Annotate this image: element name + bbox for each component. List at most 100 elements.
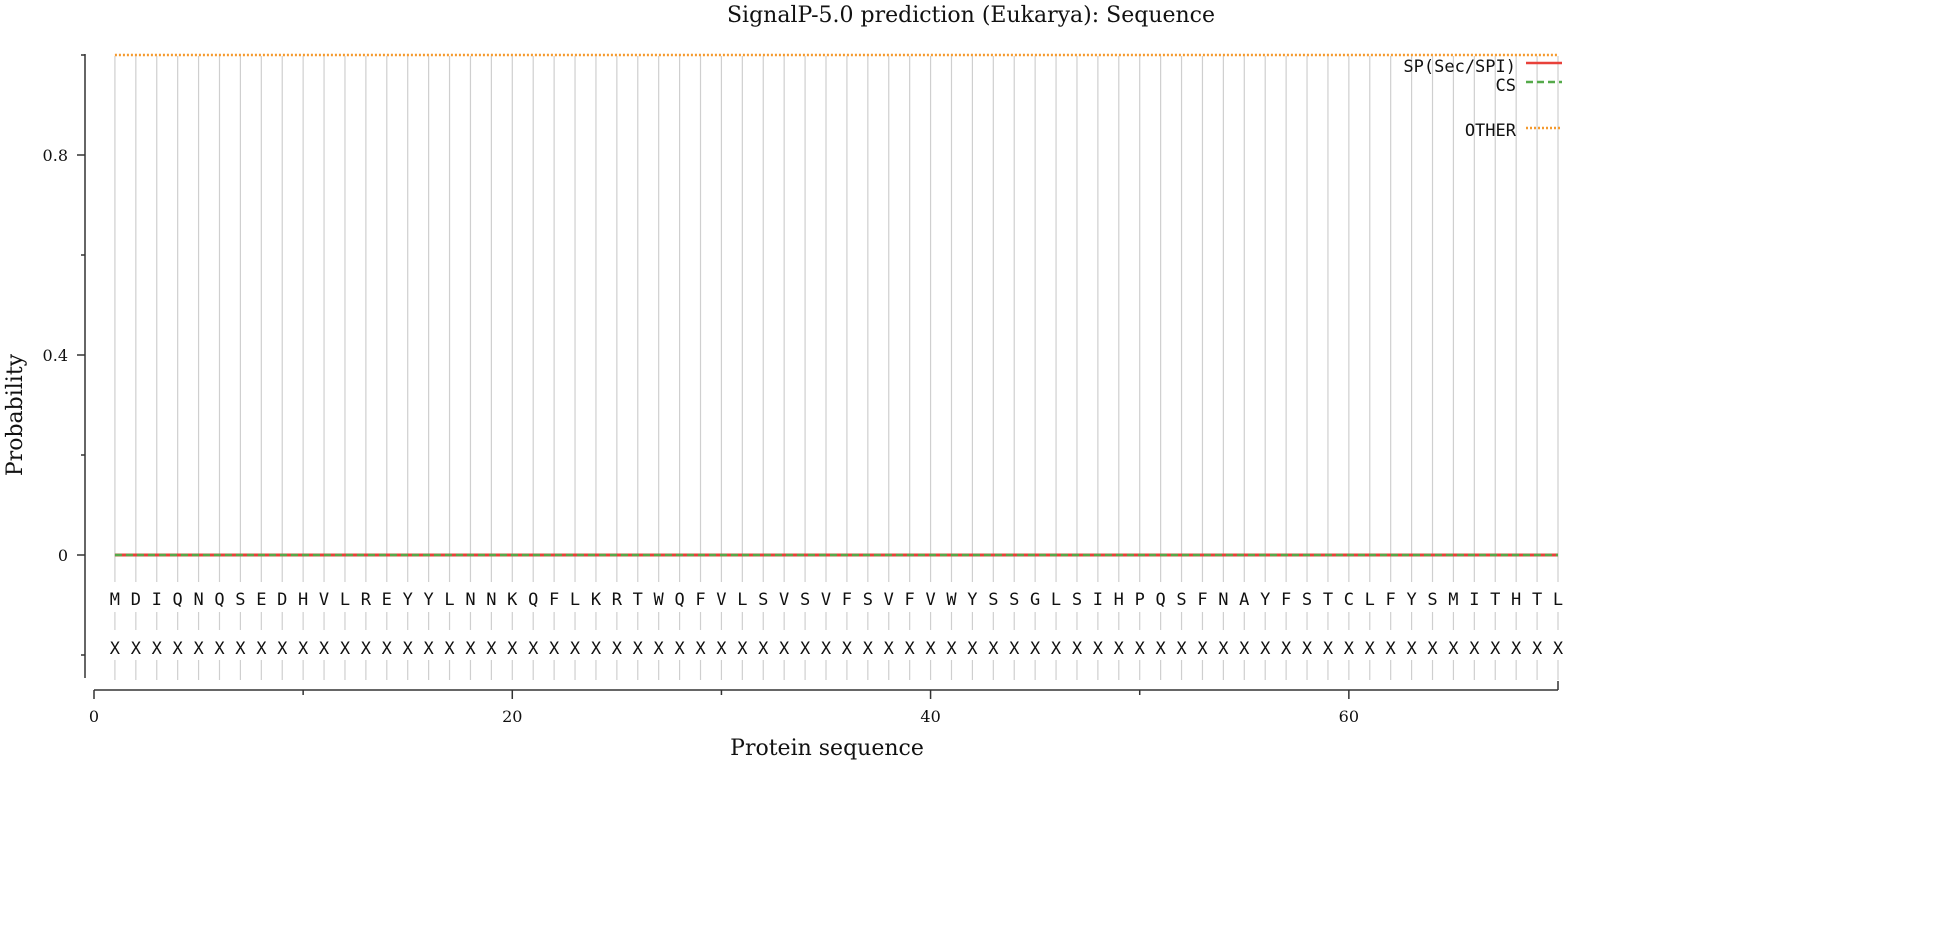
residue-49: H: [1114, 590, 1124, 610]
legend: SP(Sec/SPI) CS OTHER: [1403, 57, 1562, 141]
residue-63: Y: [1406, 590, 1416, 610]
residue-27: W: [654, 590, 665, 610]
annotation-26: X: [633, 639, 644, 659]
residue-37: S: [863, 590, 873, 610]
annotation-8: X: [256, 639, 267, 659]
residue-22: F: [549, 590, 559, 610]
residue-19: N: [486, 590, 496, 610]
residue-5: N: [193, 590, 203, 610]
annotation-61: X: [1365, 639, 1376, 659]
annotation-56: X: [1260, 639, 1271, 659]
residue-3: I: [152, 590, 162, 610]
annotation-28: X: [674, 639, 685, 659]
x-tick-label-20: 20: [502, 707, 522, 726]
annotation-70: X: [1553, 639, 1564, 659]
residue-39: F: [905, 590, 915, 610]
residue-65: M: [1448, 590, 1458, 610]
axes: 0 0.4 0.8 0 20 40 60: [43, 54, 1559, 726]
residue-15: Y: [403, 590, 413, 610]
annotation-6: X: [214, 639, 225, 659]
annotation-67: X: [1490, 639, 1501, 659]
annotation-1: X: [110, 639, 121, 659]
annotation-40: X: [925, 639, 936, 659]
annotation-21: X: [528, 639, 539, 659]
annotation-24: X: [591, 639, 602, 659]
residue-8: E: [256, 590, 266, 610]
annotation-4: X: [173, 639, 184, 659]
residue-48: I: [1093, 590, 1103, 610]
annotation-32: X: [758, 639, 769, 659]
residue-40: V: [925, 590, 935, 610]
annotation-49: X: [1114, 639, 1125, 659]
residue-50: P: [1135, 590, 1145, 610]
residue-20: K: [507, 590, 518, 610]
x-tick-label-40: 40: [920, 707, 940, 726]
annotation-20: X: [507, 639, 518, 659]
series-lines: [114, 53, 1558, 557]
annotation-36: X: [842, 639, 853, 659]
annotation-69: X: [1532, 639, 1543, 659]
annotation-12: X: [340, 639, 351, 659]
residue-33: V: [779, 590, 789, 610]
annotation-14: X: [382, 639, 393, 659]
residue-10: H: [298, 590, 308, 610]
residue-28: Q: [674, 590, 684, 610]
annotation-9: X: [277, 639, 288, 659]
annotation-25: X: [612, 639, 623, 659]
residue-44: S: [1009, 590, 1019, 610]
residue-57: F: [1281, 590, 1291, 610]
annotation-42: X: [967, 639, 978, 659]
annotation-53: X: [1197, 639, 1208, 659]
residue-53: F: [1197, 590, 1207, 610]
residue-59: T: [1323, 590, 1333, 610]
annotation-52: X: [1176, 639, 1187, 659]
annotation-59: X: [1323, 639, 1334, 659]
residue-46: L: [1051, 590, 1061, 610]
annotation-31: X: [737, 639, 748, 659]
x-tick-label-60: 60: [1339, 707, 1359, 726]
residue-70: L: [1553, 590, 1563, 610]
residue-42: Y: [967, 590, 977, 610]
residue-52: S: [1176, 590, 1186, 610]
residue-17: L: [444, 590, 454, 610]
residue-47: S: [1072, 590, 1082, 610]
annotation-51: X: [1156, 639, 1167, 659]
residue-66: I: [1469, 590, 1479, 610]
residue-9: D: [277, 590, 287, 610]
annotation-57: X: [1281, 639, 1292, 659]
y-tick-label-0.8: 0.8: [43, 146, 68, 165]
residue-34: S: [800, 590, 810, 610]
residue-67: T: [1490, 590, 1500, 610]
annotation-46: X: [1051, 639, 1062, 659]
annotation-62: X: [1386, 639, 1397, 659]
residue-61: L: [1365, 590, 1375, 610]
annotation-65: X: [1448, 639, 1459, 659]
annotation-47: X: [1072, 639, 1083, 659]
annotation-17: X: [444, 639, 455, 659]
y-tick-label-0: 0: [58, 546, 68, 565]
residue-43: S: [988, 590, 998, 610]
residue-11: V: [319, 590, 329, 610]
annotation-23: X: [570, 639, 581, 659]
annotation-38: X: [884, 639, 895, 659]
residue-58: S: [1302, 590, 1312, 610]
residue-13: R: [361, 590, 372, 610]
annotation-34: X: [800, 639, 811, 659]
annotation-58: X: [1302, 639, 1313, 659]
annotation-19: X: [486, 639, 497, 659]
residue-54: N: [1218, 590, 1228, 610]
residue-64: S: [1427, 590, 1437, 610]
residue-23: L: [570, 590, 580, 610]
annotation-22: X: [549, 639, 560, 659]
annotation-30: X: [716, 639, 727, 659]
x-tick-label-0: 0: [89, 707, 99, 726]
residue-14: E: [382, 590, 392, 610]
residue-38: V: [884, 590, 894, 610]
annotation-50: X: [1135, 639, 1146, 659]
annotation-43: X: [988, 639, 999, 659]
annotation-11: X: [319, 639, 330, 659]
annotation-10: X: [298, 639, 309, 659]
annotation-44: X: [1009, 639, 1020, 659]
residue-62: F: [1386, 590, 1396, 610]
